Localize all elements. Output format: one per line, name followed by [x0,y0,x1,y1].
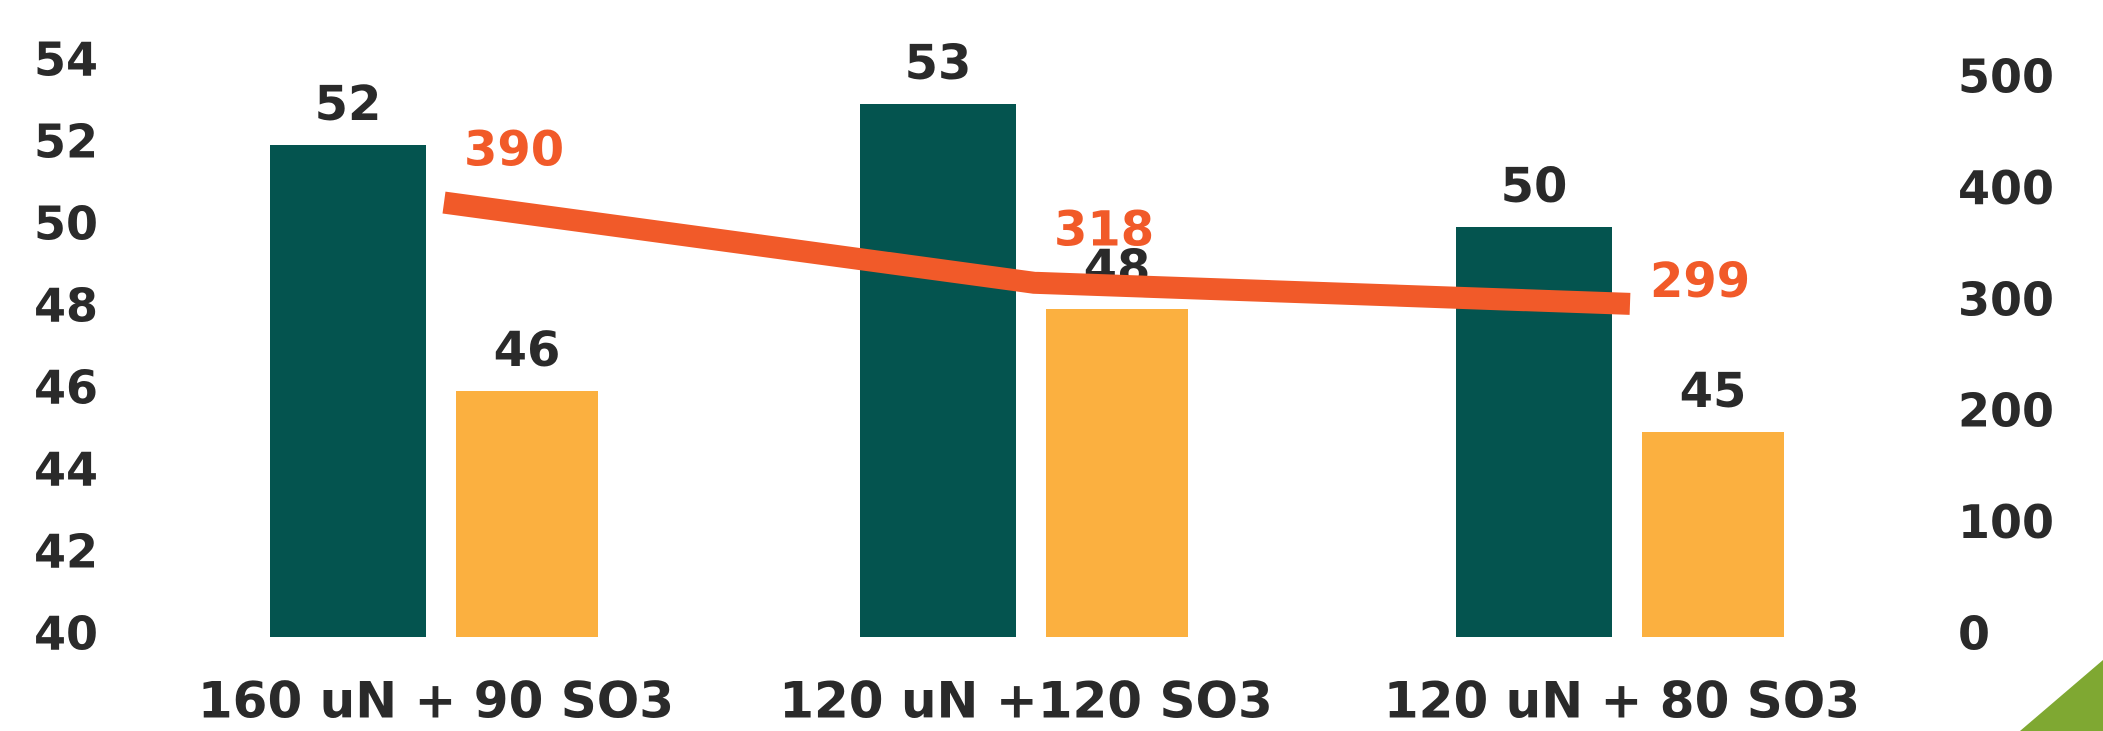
bar [1642,432,1784,637]
x-tick-label: 120 uN + 80 SO3 [1384,672,1860,730]
y-tick-label: 52 [34,115,98,169]
y2-tick-label: 300 [1958,272,2054,326]
line [442,191,1631,315]
y-tick-label: 54 [34,33,98,87]
y-tick-label: 40 [34,607,98,661]
y2-tick-label: 200 [1958,384,2054,438]
value-label: 46 [494,322,561,378]
line-value-label: 318 [1054,202,1154,258]
y-tick-label: 48 [34,279,98,333]
value-label: 53 [905,35,972,91]
line-value-label: 390 [464,122,564,178]
x-tick-label: 120 uN +120 SO3 [779,672,1273,730]
y-tick-label: 50 [34,197,98,251]
y2-tick-label: 0 [1958,607,1990,661]
bar [270,145,426,637]
y2-tick-label: 100 [1958,495,2054,549]
x-tick-label: 160 uN + 90 SO3 [198,672,674,730]
decor-leaf [2020,660,2103,731]
y2-tick-label: 400 [1958,161,2054,215]
bar [860,104,1016,637]
bar [456,391,598,637]
y-tick-label: 44 [34,443,98,497]
y2-tick-label: 500 [1958,50,2054,104]
value-label: 45 [1680,363,1747,419]
value-label: 50 [1501,158,1568,214]
value-label: 52 [315,76,382,132]
bar [1046,309,1188,637]
y-tick-label: 42 [34,525,98,579]
y-tick-label: 46 [34,361,98,415]
line-value-label: 299 [1650,253,1750,309]
